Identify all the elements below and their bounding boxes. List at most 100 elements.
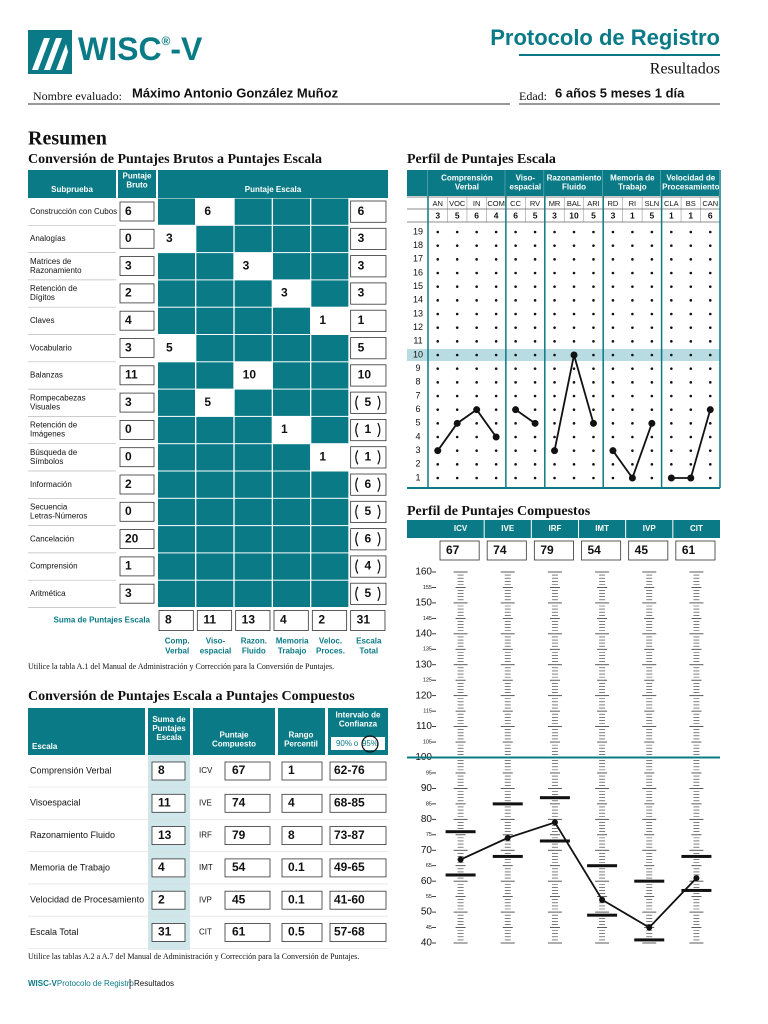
- profile-point: [628, 474, 636, 482]
- subtest-name: Razonamiento: [30, 266, 82, 275]
- y-tick-label: 155: [423, 585, 432, 591]
- grid-dot: [708, 449, 712, 452]
- grid-dot: [533, 353, 537, 357]
- confidence-interval: 68-85: [334, 795, 365, 809]
- index-label: espacial: [200, 647, 232, 656]
- y-tick-label: 7: [415, 390, 420, 400]
- grid-dot: [592, 230, 595, 234]
- grid-dot: [611, 476, 615, 480]
- grid-dot: [689, 230, 693, 234]
- grid-dot: [436, 394, 440, 398]
- index-label: Verbal: [165, 647, 189, 656]
- profile-point: [473, 406, 481, 414]
- raw-box: [119, 338, 155, 358]
- grid-dot: [494, 449, 498, 452]
- grid-dot: [611, 353, 615, 357]
- grid-dot: [475, 230, 478, 234]
- total-cell: [350, 528, 387, 551]
- profile-point: [646, 924, 653, 931]
- scaled-score: 3: [243, 258, 250, 272]
- confidence-option: 90%: [336, 739, 352, 748]
- score-cell: [158, 389, 196, 416]
- raw-box: [119, 256, 155, 277]
- subtest-name: Comprensión: [30, 562, 78, 571]
- raw-box: [119, 365, 155, 386]
- parenthesis: [377, 531, 381, 547]
- scaled-score: 1: [364, 450, 371, 464]
- total-cell: [350, 418, 387, 442]
- score-cell: [196, 307, 234, 334]
- grid-dot: [631, 435, 634, 439]
- grid-dot: [572, 340, 576, 343]
- score-cell: [196, 553, 234, 580]
- grid-dot: [631, 326, 634, 329]
- grid-dot: [631, 353, 634, 357]
- index-code: IVP: [199, 895, 212, 904]
- value-box: [329, 826, 387, 845]
- value-box: [281, 826, 323, 845]
- grid-dot: [650, 367, 654, 370]
- grid-dot: [592, 394, 595, 398]
- confidence-bar: [492, 854, 523, 858]
- score-cell: [311, 389, 349, 416]
- grid-dot: [436, 367, 440, 370]
- grid-dot: [708, 367, 712, 370]
- grid-dot: [631, 299, 634, 302]
- raw-box: [119, 310, 155, 331]
- score-cell: [158, 362, 196, 389]
- score-cell: [158, 498, 196, 526]
- parenthesis: [355, 477, 359, 492]
- value-box: [224, 761, 271, 781]
- confidence-interval: 57-68: [334, 925, 365, 939]
- subtest-name: Rompecabezas: [30, 393, 86, 402]
- scaled-score: 3: [358, 286, 365, 300]
- grid-dot: [592, 312, 595, 316]
- grid-dot: [572, 381, 576, 384]
- score-cell: [311, 335, 349, 362]
- score-cell: [196, 580, 234, 607]
- score-cell: [311, 471, 349, 498]
- grid-dot: [494, 258, 498, 261]
- raw-box: [119, 556, 155, 577]
- grid-dot: [514, 312, 517, 316]
- grid-dot: [572, 326, 576, 329]
- grid-dot: [689, 340, 693, 343]
- table-note: Utilice la tabla A.1 del Manual de Admin…: [28, 662, 334, 671]
- subtest-name: Analogías: [30, 234, 66, 243]
- header-cell: [148, 708, 190, 755]
- grid-dot: [514, 476, 517, 480]
- group-name: Comprensión: [441, 174, 493, 183]
- grid-dot: [455, 271, 459, 275]
- grid-dot: [708, 299, 712, 302]
- grid-dot: [611, 422, 615, 425]
- scaled-score: 4: [364, 559, 371, 573]
- grid-dot: [572, 367, 576, 370]
- index-label: Escala: [356, 637, 382, 646]
- grid-dot: [494, 367, 498, 370]
- grid-dot: [670, 230, 673, 234]
- value-box: [224, 858, 271, 878]
- grid-dot: [631, 230, 634, 234]
- grid-dot: [670, 353, 673, 357]
- score-cell: [234, 553, 272, 580]
- score-cell: [158, 526, 196, 553]
- grid-dot: [650, 299, 654, 302]
- grid-dot: [475, 381, 478, 384]
- subtest-name: Retención de: [30, 284, 78, 293]
- table-note: Utilice las tablas A.2 a A.7 del Manual …: [28, 952, 359, 961]
- grid-dot: [553, 340, 556, 343]
- sum-score: 4: [158, 860, 165, 874]
- composite-score: 61: [232, 925, 246, 939]
- parenthesis: [355, 586, 359, 602]
- subtest-code: CAN: [702, 199, 718, 208]
- grid-dot: [436, 422, 440, 425]
- header-text: Bruto: [126, 181, 147, 190]
- grid-dot: [670, 299, 673, 302]
- parenthesis: [377, 422, 381, 438]
- score-cell: [234, 416, 272, 444]
- grid-dot: [650, 353, 654, 357]
- profile-value: 1: [630, 210, 635, 220]
- sum-box: [196, 610, 233, 631]
- score-cell: [158, 253, 196, 280]
- y-tick-label: 50: [421, 907, 433, 918]
